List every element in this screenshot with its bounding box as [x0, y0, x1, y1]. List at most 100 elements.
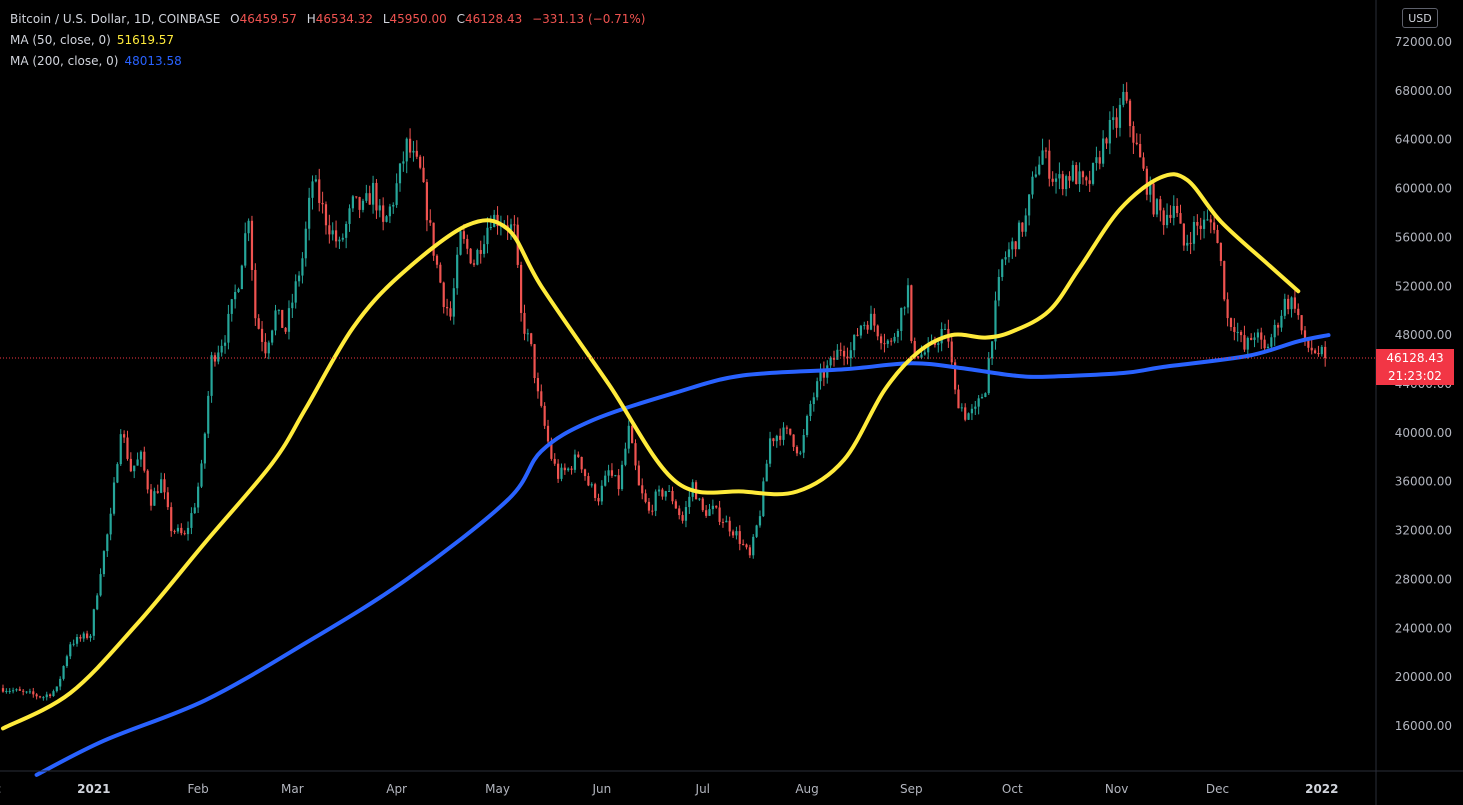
candle-body — [721, 521, 725, 523]
candle-body — [382, 205, 385, 222]
candle-body — [143, 451, 146, 471]
candle-body — [1024, 215, 1027, 232]
candle-body — [1273, 324, 1276, 338]
candle-body — [735, 531, 738, 536]
candle-body — [1085, 177, 1088, 181]
candle-body — [1021, 222, 1024, 232]
candle-body — [1287, 298, 1290, 310]
candle-body — [28, 691, 32, 693]
candle-body — [768, 438, 772, 464]
candle-body — [1324, 346, 1327, 359]
candle-body — [903, 307, 906, 309]
candle-body — [32, 691, 35, 695]
candle-body — [1169, 214, 1172, 218]
candle-body — [1239, 331, 1243, 336]
candle-body — [651, 510, 654, 512]
candle-body — [1213, 222, 1216, 230]
candle-body — [1105, 138, 1108, 144]
candle-body — [1313, 350, 1317, 354]
candle-body — [1145, 168, 1148, 195]
candle-body — [1260, 332, 1263, 340]
candle-body — [577, 454, 580, 457]
candle-body — [684, 507, 688, 521]
candle-body — [1031, 176, 1034, 195]
candle-body — [466, 238, 469, 249]
candle-body — [661, 489, 664, 497]
candle-body — [1075, 165, 1078, 185]
candle-body — [338, 239, 341, 242]
currency-button[interactable]: USD — [1402, 8, 1438, 28]
candle-body — [365, 193, 368, 201]
candle-body — [358, 197, 361, 210]
candle-body — [627, 425, 630, 449]
candle-body — [1108, 119, 1111, 144]
candle-body — [583, 469, 587, 477]
candle-body — [257, 318, 260, 329]
time-tick-label: May — [485, 782, 510, 796]
candle-body — [1176, 205, 1179, 214]
candle-body — [371, 182, 375, 205]
time-tick-label: Jul — [695, 782, 710, 796]
ma200-legend-row[interactable]: MA (200, close, 0) 48013.58 — [10, 51, 646, 72]
candle-body — [795, 446, 799, 454]
candle-body — [1280, 315, 1283, 328]
candle-body — [762, 481, 765, 517]
candle-body — [1125, 91, 1128, 101]
candle-body — [1196, 221, 1199, 226]
candle-body — [361, 200, 365, 210]
low-label: L — [382, 12, 390, 26]
candle-body — [345, 223, 348, 238]
candle-body — [42, 697, 45, 699]
candle-body — [997, 276, 1000, 301]
candle-body — [1091, 162, 1095, 184]
candle-body — [1004, 257, 1007, 260]
candle-body — [614, 475, 617, 477]
candle-body — [1209, 219, 1212, 223]
candle-body — [698, 498, 701, 500]
candle-body — [324, 204, 328, 226]
candle-body — [842, 350, 846, 357]
candle-body — [546, 425, 550, 442]
candle-body — [1317, 353, 1320, 355]
candle-body — [136, 459, 139, 466]
candle-body — [1112, 117, 1115, 120]
candle-body — [89, 635, 92, 638]
candle-body — [116, 464, 119, 483]
symbol-title[interactable]: Bitcoin / U.S. Dollar, 1D, COINBASE — [10, 12, 221, 26]
time-axis[interactable]: Dec 2021 Feb Mar Apr May Jun Jul Aug Sep Oct Nov Dec… — [0, 782, 1339, 796]
candle-body — [900, 307, 903, 331]
price-tick-label: 36000.00 — [1395, 475, 1452, 489]
candle-body — [395, 183, 398, 205]
candle-body — [348, 208, 351, 224]
candle-body — [1065, 176, 1068, 190]
ma50-legend-row[interactable]: MA (50, close, 0) 51619.57 — [10, 30, 646, 51]
candle-body — [449, 308, 452, 317]
candle-body — [1233, 327, 1236, 333]
candle-body — [439, 264, 442, 283]
candle-body — [913, 341, 916, 357]
candle-body — [819, 370, 822, 382]
candle-body — [728, 520, 731, 532]
candle-body — [422, 167, 425, 183]
candle-body — [69, 644, 72, 657]
candle-body — [792, 434, 795, 447]
candle-body — [153, 491, 156, 506]
candle-body — [1189, 242, 1192, 244]
candle-body — [334, 230, 338, 242]
candle-body — [119, 434, 122, 465]
candle-body — [540, 391, 543, 406]
price-tick-label: 24000.00 — [1395, 621, 1452, 635]
candle-body — [435, 255, 439, 265]
candle-body — [580, 456, 583, 470]
candle-body — [1149, 183, 1152, 195]
candle-body — [886, 340, 889, 344]
candle-body — [725, 520, 728, 523]
candle-body — [876, 325, 879, 337]
candle-body — [782, 427, 785, 440]
candle-body — [1290, 297, 1293, 310]
candlestick-series — [1, 82, 1327, 701]
candle-body — [210, 355, 213, 396]
candle-body — [445, 307, 449, 309]
candle-body — [1128, 100, 1132, 127]
